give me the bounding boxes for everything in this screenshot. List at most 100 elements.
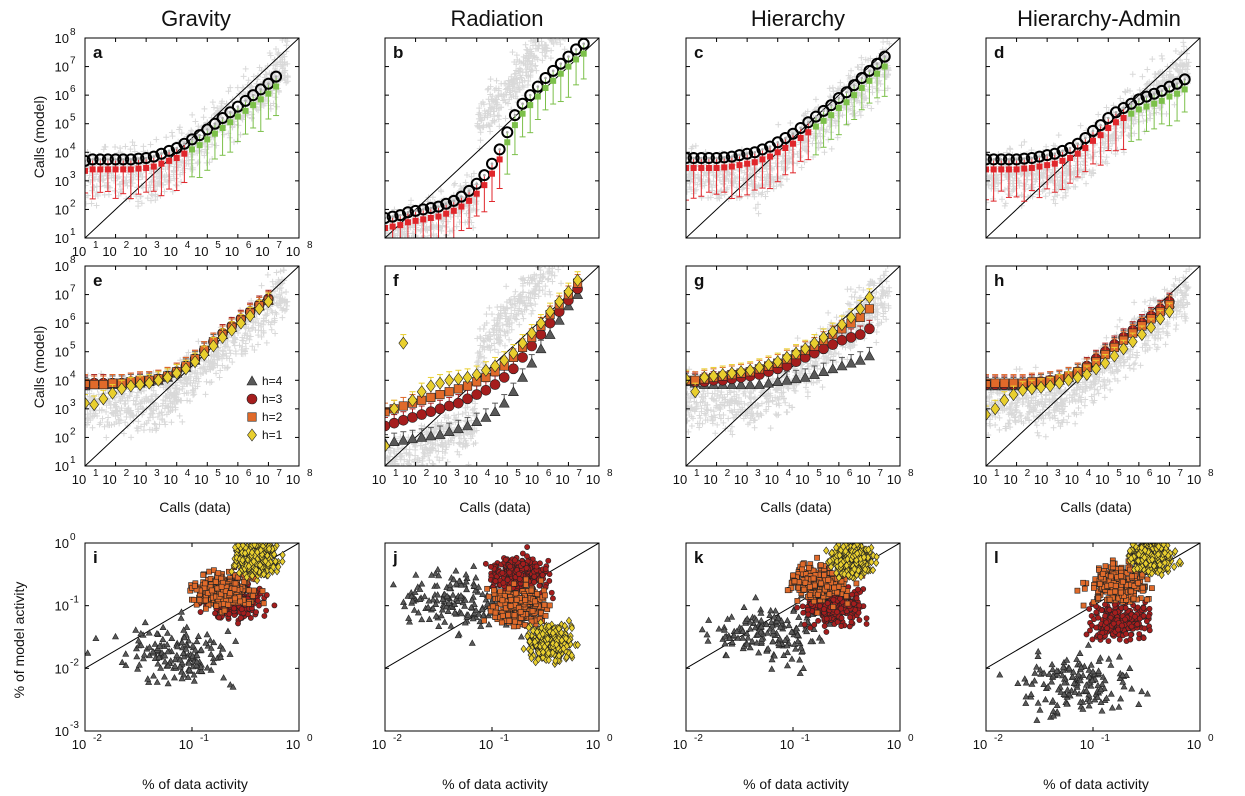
mean-dot: [1160, 89, 1164, 93]
cloud-point: [798, 123, 805, 130]
cloud-point: [553, 23, 559, 29]
median-square: [820, 117, 827, 124]
cloud-point: [224, 337, 231, 344]
series-point: [181, 362, 191, 376]
mean-dot: [437, 205, 440, 208]
cloud-point: [190, 392, 197, 399]
cloud-point: [87, 410, 94, 417]
cloud-point: [510, 85, 517, 92]
cloud-point: [143, 420, 150, 427]
median-square: [204, 136, 211, 143]
mean-dot: [845, 90, 848, 94]
cloud-point: [1131, 130, 1138, 137]
cloud-point: [135, 405, 142, 412]
mean-dot: [999, 158, 1003, 161]
cloud-point: [572, 9, 578, 15]
cloud-point: [581, 3, 587, 9]
cloud-point: [557, 19, 563, 25]
cloud-point: [538, 38, 545, 45]
cloud-point: [523, 303, 530, 310]
cloud-point: [125, 404, 132, 411]
series-point: [144, 376, 155, 390]
cloud-point: [1169, 59, 1176, 66]
median-square: [219, 125, 226, 131]
median-square: [189, 146, 195, 153]
cloud-point: [810, 135, 817, 142]
cloud-point: [524, 58, 531, 65]
cloud-point: [417, 227, 424, 234]
cloud-point: [209, 141, 216, 148]
mean-dot: [528, 93, 532, 97]
cloud-point: [1146, 78, 1153, 85]
cloud-point: [561, 0, 567, 4]
cloud-point: [536, 266, 543, 271]
cloud-point: [571, 227, 577, 233]
cloud-point: [209, 99, 216, 106]
mean-dot: [753, 150, 757, 154]
cloud-point: [744, 193, 751, 200]
cloud-point: [176, 412, 183, 419]
mean-dot: [1076, 142, 1080, 146]
cloud-point: [112, 144, 119, 151]
cloud-point: [560, 18, 566, 24]
mean-ring: [386, 210, 399, 223]
cloud-point: [535, 293, 542, 300]
median-square: [496, 156, 503, 163]
cloud-point: [557, 13, 563, 19]
cloud-point: [523, 72, 530, 79]
cloud-point: [689, 143, 696, 150]
cloud-point: [203, 149, 210, 156]
mean-dot: [498, 148, 501, 151]
mean-dot: [776, 140, 780, 144]
cloud-point: [759, 189, 766, 196]
cloud-point: [557, 17, 563, 23]
mean-dot: [730, 155, 734, 158]
cloud-point: [192, 118, 199, 125]
cloud-point: [93, 202, 100, 209]
cloud-point: [131, 142, 138, 149]
cloud-point: [1103, 104, 1110, 111]
x-tick-label-exp: 6: [246, 468, 252, 479]
series-point: [217, 330, 228, 344]
cloud-point: [168, 389, 175, 396]
x-tick-label: 10: [286, 244, 300, 259]
cloud-point: [126, 392, 133, 399]
cloud-point: [817, 140, 824, 147]
cloud-point: [758, 174, 765, 181]
cloud-point: [574, 14, 580, 20]
cloud-point: [550, 249, 556, 255]
mean-ring: [432, 200, 445, 213]
cloud-point: [865, 86, 872, 93]
cloud-point: [525, 274, 532, 281]
cloud-point: [485, 344, 492, 351]
cloud-point: [426, 457, 433, 464]
cloud-point: [219, 355, 226, 362]
mean-dot: [167, 149, 171, 153]
mean-dot: [582, 42, 586, 46]
cloud-point: [246, 336, 253, 343]
median-square: [759, 156, 766, 163]
cloud-point: [133, 392, 140, 399]
cloud-point: [504, 329, 511, 336]
cloud-point: [472, 207, 479, 214]
cloud-point: [115, 173, 122, 180]
cloud-point: [1062, 189, 1069, 196]
mean-dot: [398, 213, 402, 217]
cloud-point: [213, 142, 220, 149]
column-title-gravity: Gravity: [161, 6, 231, 31]
cloud-point: [566, 25, 572, 31]
cloud-point: [548, 258, 554, 264]
cloud-point: [497, 315, 504, 322]
ylabel-row2: Calls (model): [31, 326, 47, 408]
cloud-point: [558, 280, 565, 287]
cloud-point: [692, 142, 699, 149]
cloud-point: [569, 24, 575, 30]
cloud-point: [476, 122, 483, 129]
cloud-point: [1171, 101, 1178, 108]
series-point: [135, 378, 145, 392]
y-tick-label-exp: 7: [70, 284, 76, 295]
cloud-point: [192, 380, 199, 387]
mean-ring: [1178, 73, 1191, 86]
cloud-point: [260, 327, 267, 334]
